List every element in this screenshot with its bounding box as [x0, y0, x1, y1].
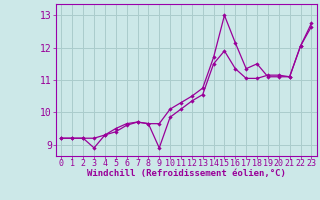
X-axis label: Windchill (Refroidissement éolien,°C): Windchill (Refroidissement éolien,°C) [87, 169, 286, 178]
